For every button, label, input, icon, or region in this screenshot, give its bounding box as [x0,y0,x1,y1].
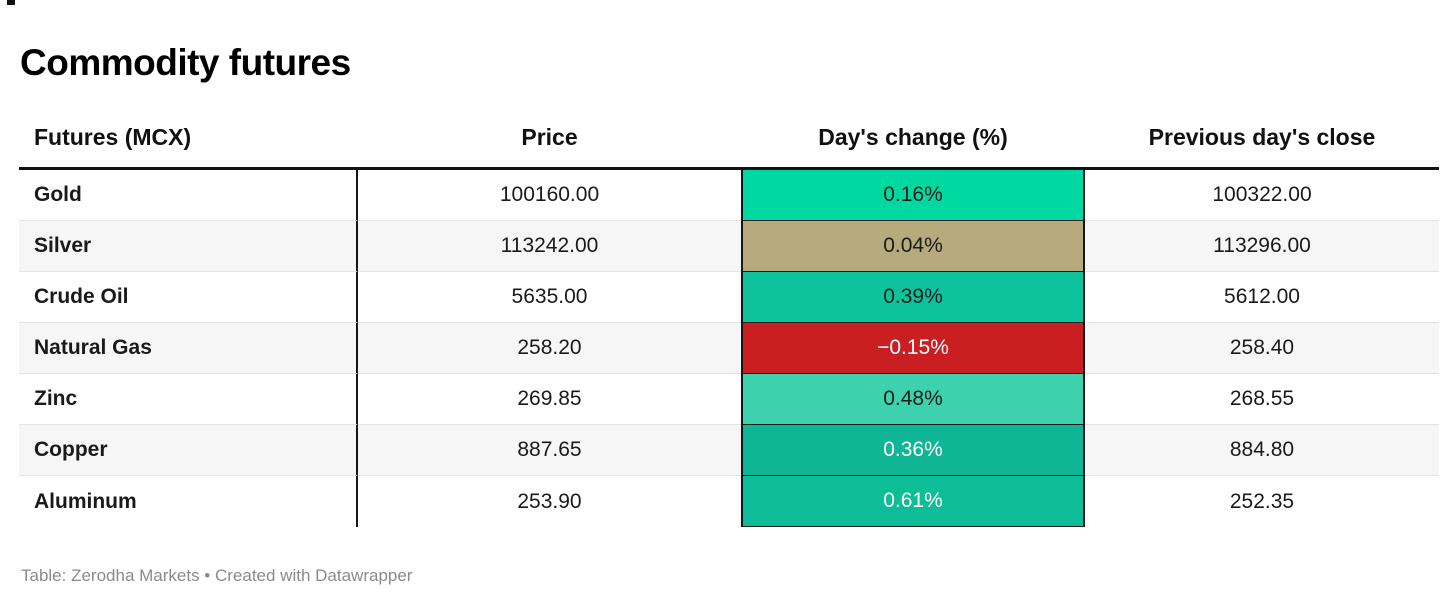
cell-prev-close: 268.55 [1085,374,1439,425]
column-header-day-s-change: Day's change (%) [818,124,1008,150]
cell-price: 100160.00 [358,170,741,221]
table-row: Aluminum 253.90 0.61% 252.35 [19,476,1439,527]
attribution-footer: Table: Zerodha Markets • Created with Da… [21,566,413,585]
column-header-futures-mcx: Futures (MCX) [34,124,192,150]
cell-futures: Zinc [19,374,358,425]
table-body: Gold 100160.00 0.16% 100322.00 Silver 113242.… [19,170,1439,527]
cell-prev-close: 884.80 [1085,425,1439,476]
cell-futures: Copper [19,425,358,476]
cell-prev-close: 113296.00 [1085,221,1439,272]
cell-day-change: 0.36% [741,425,1085,476]
page-title: Commodity futures [20,41,351,83]
table-row: Natural Gas 258.20 −0.15% 258.40 [19,323,1439,374]
table-row: Crude Oil 5635.00 0.39% 5612.00 [19,272,1439,323]
cell-day-change: −0.15% [741,323,1085,374]
cell-prev-close: 252.35 [1085,476,1439,527]
cell-day-change: 0.04% [741,221,1085,272]
column-header-previous-day-s-close: Previous day's close [1148,124,1376,150]
cell-futures: Crude Oil [19,272,358,323]
cell-day-change: 0.61% [741,476,1085,527]
cell-day-change: 0.39% [741,272,1085,323]
table-row: Zinc 269.85 0.48% 268.55 [19,374,1439,425]
table-header-row: Futures (MCX) Price Day's change (%) Previo… [19,108,1439,170]
cell-prev-close: 258.40 [1085,323,1439,374]
cell-price: 887.65 [358,425,741,476]
table-row: Copper 887.65 0.36% 884.80 [19,425,1439,476]
cell-price: 258.20 [358,323,741,374]
cell-futures: Gold [19,170,358,221]
top-edge-artifact [7,0,15,5]
table-row: Gold 100160.00 0.16% 100322.00 [19,170,1439,221]
cell-day-change: 0.16% [741,170,1085,221]
cell-price: 253.90 [358,476,741,527]
commodity-futures-table: Futures (MCX) Price Day's change (%) Previo… [19,108,1439,527]
cell-day-change: 0.48% [741,374,1085,425]
cell-futures: Silver [19,221,358,272]
table-row: Silver 113242.00 0.04% 113296.00 [19,221,1439,272]
cell-futures: Aluminum [19,476,358,527]
cell-prev-close: 100322.00 [1085,170,1439,221]
cell-prev-close: 5612.00 [1085,272,1439,323]
cell-price: 269.85 [358,374,741,425]
column-header-price: Price [521,124,578,150]
cell-futures: Natural Gas [19,323,358,374]
cell-price: 113242.00 [358,221,741,272]
cell-price: 5635.00 [358,272,741,323]
